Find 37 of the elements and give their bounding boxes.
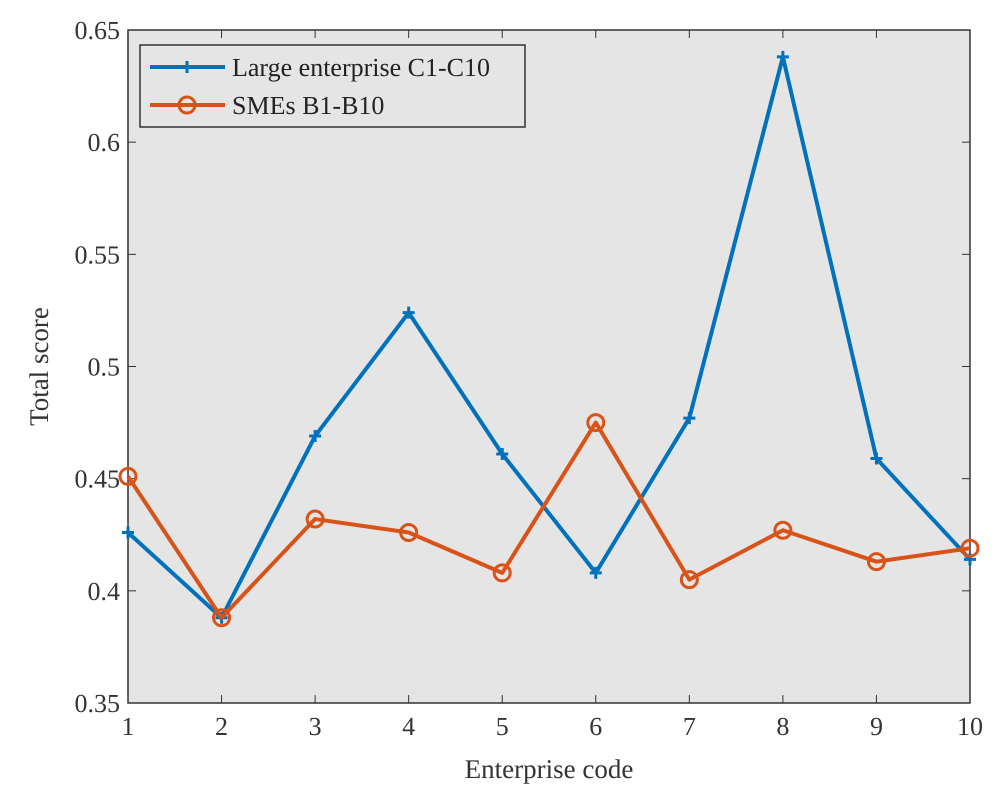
point: [306, 510, 325, 529]
legend-label: SMEs B1-B10: [232, 91, 384, 120]
point: [773, 520, 792, 540]
y-tick-label: 0.65: [74, 16, 120, 45]
y-tick-label: 0.6: [88, 128, 120, 158]
x-tick-label: 7: [682, 712, 696, 741]
point: [868, 450, 884, 466]
y-tick-label: 0.55: [74, 240, 120, 270]
point: [680, 570, 699, 590]
x-tick-label: 1: [122, 712, 134, 741]
x-tick-label: 2: [215, 712, 228, 741]
x-axis-title: Enterprise code: [464, 754, 634, 784]
point: [682, 410, 697, 426]
point: [118, 466, 138, 486]
x-tick-label: 6: [589, 712, 602, 741]
y-tick-label: 0.4: [88, 576, 120, 606]
x-tick-label: 3: [308, 712, 322, 741]
point: [588, 565, 604, 580]
point: [494, 446, 510, 462]
x-tick-label: 4: [402, 712, 416, 741]
point: [401, 305, 416, 320]
x-tick-label: 5: [496, 712, 509, 741]
point: [866, 552, 886, 572]
legend-label: Large enterprise C1-C10: [232, 53, 490, 82]
y-tick-label: 0.5: [88, 352, 120, 382]
x-tick-label: 9: [870, 712, 883, 741]
point: [960, 538, 980, 558]
y-tick-label: 0.45: [74, 464, 120, 494]
point: [308, 428, 323, 444]
point: [492, 563, 512, 582]
y-axis-title: Total score: [24, 307, 54, 426]
point: [399, 523, 418, 542]
x-tick-label: 10: [957, 712, 983, 741]
y-tick-label: 0.35: [74, 689, 120, 718]
x-tick-label: 8: [776, 712, 790, 741]
point: [120, 525, 136, 540]
point: [586, 413, 606, 432]
